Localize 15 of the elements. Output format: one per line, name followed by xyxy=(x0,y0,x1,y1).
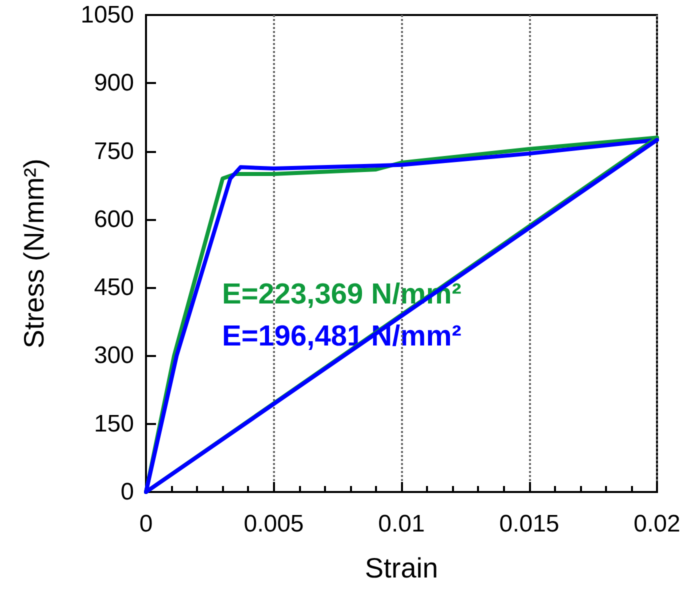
y-tick-label: 300 xyxy=(94,342,134,370)
y-axis-title: Stress (N/mm²) xyxy=(18,158,50,348)
x-tick-label: 0.02 xyxy=(634,510,680,538)
x-axis-title: Strain xyxy=(364,552,438,584)
x-tick-label: 0.01 xyxy=(378,510,425,538)
y-tick-label: 600 xyxy=(94,206,134,233)
y-tick-label: 150 xyxy=(94,410,134,438)
y-tick-label: 900 xyxy=(94,70,134,97)
x-tick-label: 0.005 xyxy=(244,510,304,538)
x-tick-label: 0 xyxy=(139,510,153,538)
x-tick-label: 0.015 xyxy=(499,510,560,538)
y-tick-label: 750 xyxy=(94,138,134,165)
y-tick-label: 0 xyxy=(120,478,134,506)
y-tick-label: 1050 xyxy=(80,2,134,28)
y-tick-label: 450 xyxy=(94,274,134,302)
